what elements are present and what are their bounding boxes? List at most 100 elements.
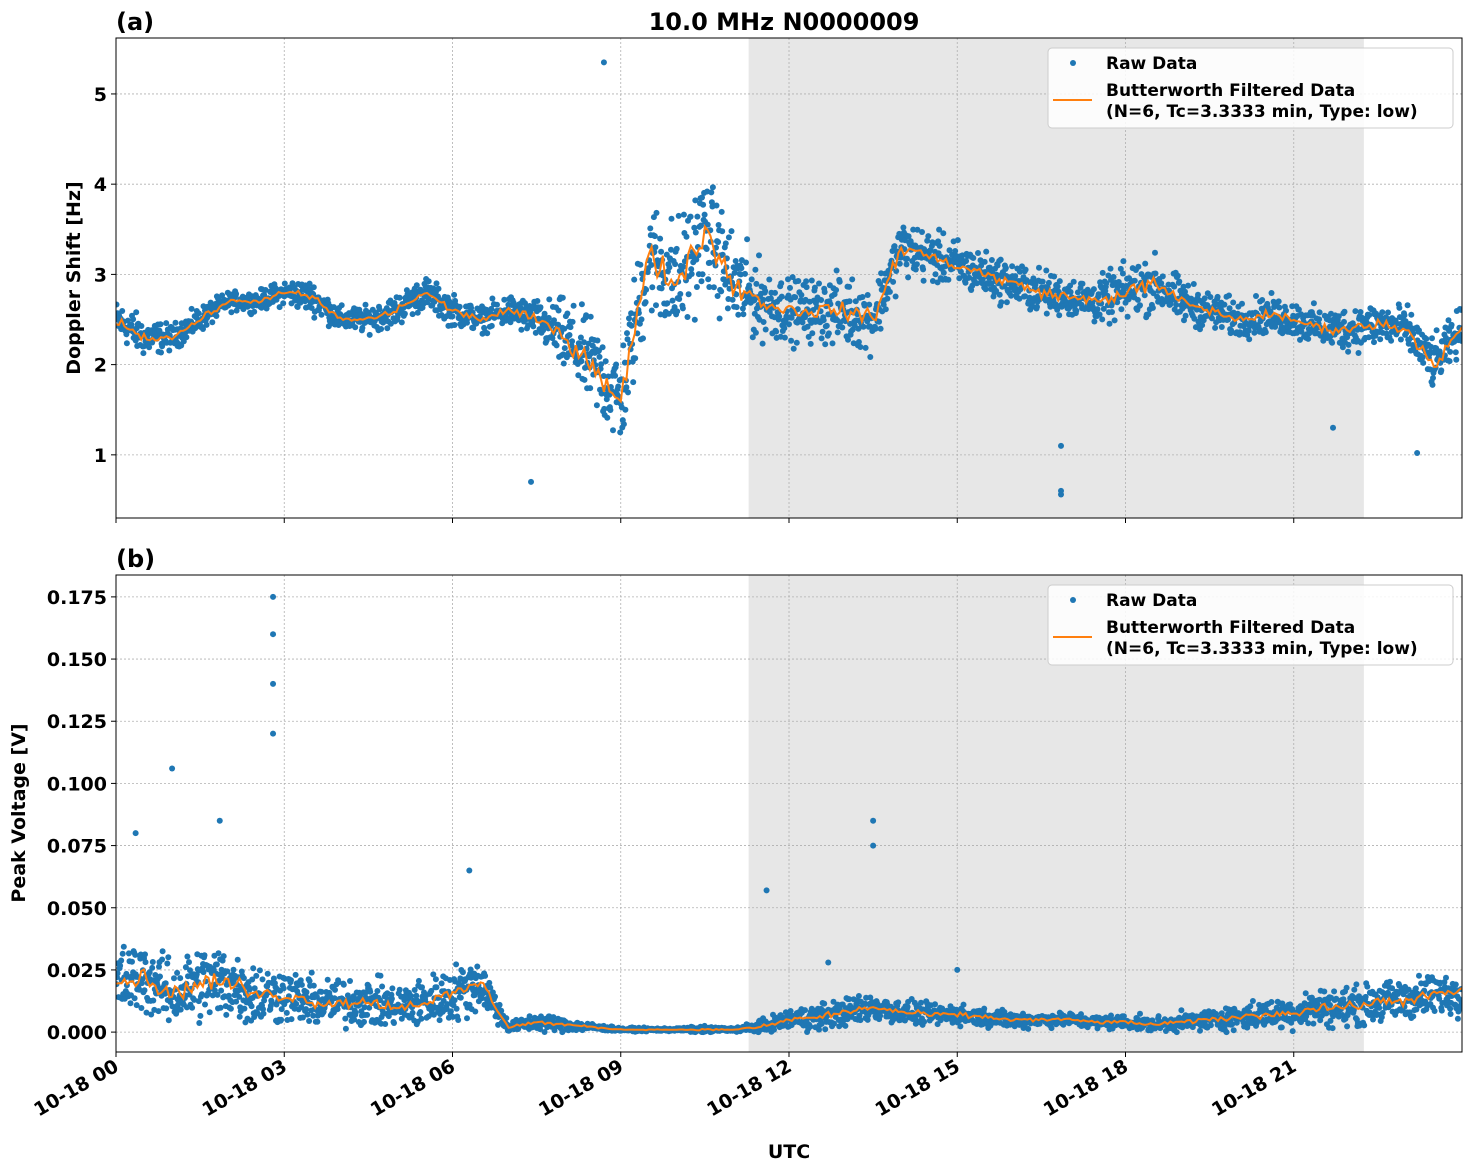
raw-data-point [694, 213, 701, 220]
raw-data-point [746, 282, 753, 289]
raw-data-point [672, 261, 679, 268]
raw-data-point [451, 322, 458, 328]
raw-data-point [1108, 1012, 1114, 1019]
raw-data-point [1141, 292, 1148, 299]
raw-data-point [905, 274, 912, 281]
raw-data-point [729, 296, 736, 303]
raw-data-point [1003, 299, 1010, 306]
raw-data-point [1289, 1028, 1296, 1035]
raw-data-point [1453, 356, 1460, 363]
raw-data-point [742, 270, 748, 277]
raw-data-point [986, 264, 993, 271]
raw-data-point [1185, 282, 1192, 289]
raw-data-point [818, 335, 825, 342]
raw-data-point [822, 1026, 829, 1033]
raw-data-point [507, 319, 514, 326]
raw-data-point [785, 276, 791, 283]
raw-data-point [303, 989, 310, 996]
raw-data-point [352, 1009, 359, 1016]
raw-data-point [163, 320, 170, 327]
y-tick-label: 0.050 [47, 898, 107, 920]
raw-data-point [649, 284, 656, 291]
raw-data-point [752, 266, 759, 273]
raw-data-point [364, 1011, 371, 1018]
raw-data-point [1079, 280, 1086, 287]
raw-data-point [1022, 293, 1029, 300]
raw-data-point [1167, 300, 1174, 307]
raw-data-point [760, 319, 767, 325]
raw-data-point [860, 323, 867, 330]
raw-data-point [638, 316, 645, 323]
raw-data-point [236, 1013, 243, 1020]
raw-data-point [748, 276, 755, 283]
raw-data-point [1230, 1027, 1237, 1034]
raw-data-point [332, 986, 338, 993]
raw-data-point [577, 344, 584, 351]
raw-data-point [318, 988, 325, 995]
raw-data-point [818, 297, 825, 303]
raw-data-point [600, 59, 607, 66]
raw-data-point [691, 316, 698, 323]
raw-data-point [676, 296, 683, 302]
raw-data-point [637, 261, 644, 268]
raw-data-point [680, 263, 687, 270]
raw-data-point [306, 280, 313, 287]
y-tick-label: 1 [94, 445, 107, 467]
raw-data-point [803, 278, 810, 285]
raw-data-point [904, 1003, 911, 1010]
raw-data-point [1209, 315, 1215, 322]
raw-data-point [1223, 1029, 1230, 1036]
raw-data-point [209, 992, 216, 999]
raw-data-point [379, 983, 386, 990]
raw-data-point [1095, 291, 1102, 298]
raw-data-point [803, 284, 810, 291]
raw-data-point [486, 979, 493, 986]
raw-data-point [455, 1017, 462, 1023]
raw-data-point [808, 277, 815, 284]
raw-data-point [318, 311, 325, 318]
raw-data-point [418, 1015, 425, 1022]
raw-data-point [116, 301, 120, 308]
raw-data-point [1355, 350, 1362, 356]
raw-data-point [225, 992, 232, 999]
raw-data-point [1429, 381, 1436, 388]
raw-data-point [762, 326, 769, 333]
raw-data-point [904, 255, 910, 262]
raw-data-point [456, 303, 463, 310]
raw-data-point [668, 215, 675, 222]
raw-data-point [1268, 290, 1275, 296]
raw-data-point [776, 313, 783, 320]
raw-data-point [1229, 1021, 1236, 1028]
raw-data-point [457, 994, 464, 1001]
raw-data-point [1173, 1029, 1180, 1036]
raw-data-point [657, 235, 664, 242]
raw-data-point [804, 323, 811, 330]
raw-data-point [1259, 297, 1266, 303]
raw-data-point [259, 976, 266, 983]
raw-data-point [149, 959, 156, 965]
raw-data-point [211, 987, 218, 994]
raw-data-point [138, 323, 145, 329]
raw-data-point [836, 278, 843, 285]
raw-data-point [997, 256, 1004, 263]
raw-data-point [298, 981, 305, 988]
raw-data-point [141, 987, 148, 994]
raw-data-point [582, 364, 588, 371]
raw-data-point [692, 197, 699, 204]
raw-data-point [842, 1022, 849, 1029]
raw-data-point [217, 1004, 224, 1011]
raw-data-point [417, 1009, 424, 1015]
raw-data-point [433, 984, 440, 991]
raw-data-point [983, 248, 990, 255]
raw-data-point [759, 340, 766, 347]
raw-data-point [1377, 336, 1384, 343]
raw-data-point [903, 261, 910, 268]
raw-data-point [1247, 1003, 1254, 1010]
raw-data-point [598, 361, 605, 368]
raw-data-point [1048, 1025, 1055, 1032]
raw-data-point [715, 239, 722, 245]
raw-data-point [200, 969, 207, 976]
raw-data-point [1295, 306, 1302, 313]
raw-data-point [722, 240, 729, 247]
